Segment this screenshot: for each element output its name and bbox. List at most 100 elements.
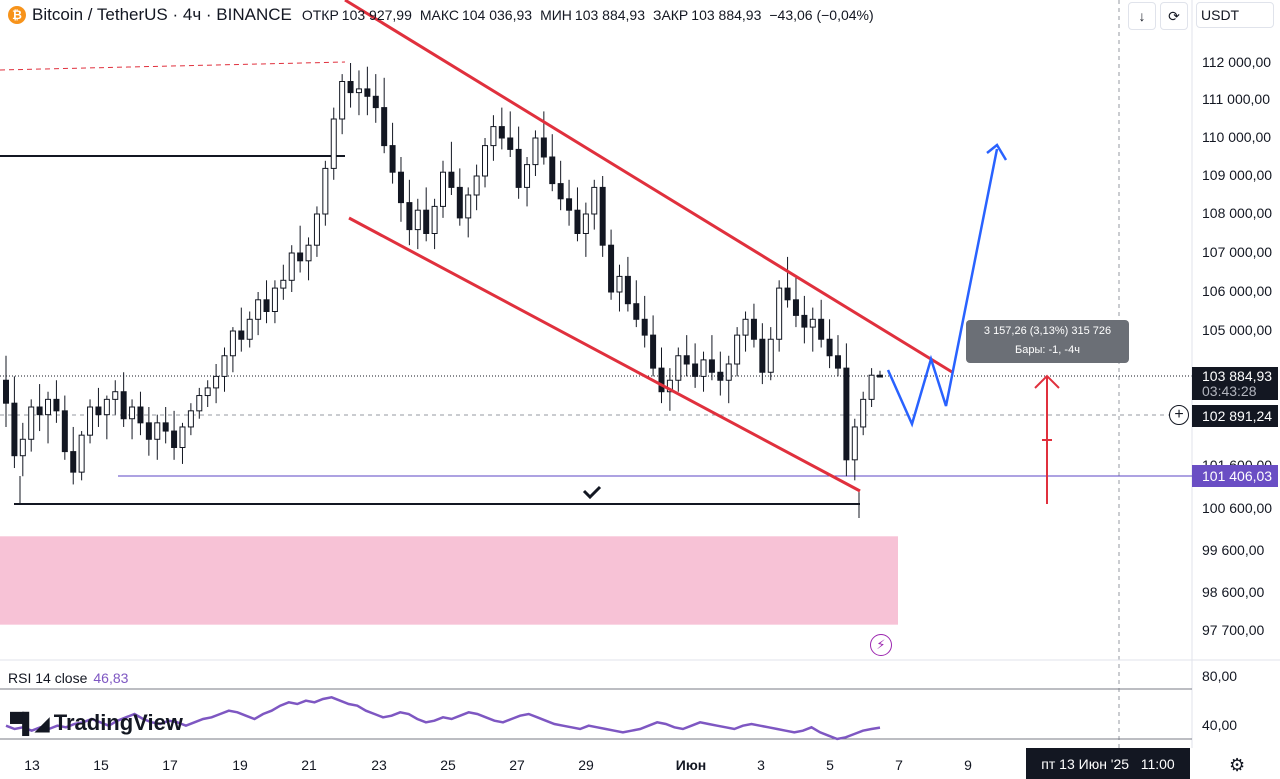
candle-body <box>355 88 362 94</box>
candle <box>322 160 329 226</box>
candle-body <box>389 145 396 173</box>
settings-gear-icon[interactable]: ⚙ <box>1229 755 1246 775</box>
demand-zone-rect <box>0 536 898 625</box>
candle <box>120 372 127 427</box>
candle-body <box>347 81 354 94</box>
candle <box>624 256 631 312</box>
candle <box>658 347 665 404</box>
measure-arrowhead <box>1034 374 1060 389</box>
candle-body <box>45 398 52 416</box>
candle-body <box>717 371 724 381</box>
candle <box>792 276 799 328</box>
candle <box>708 335 715 381</box>
time-axis-label: 29 <box>578 757 594 773</box>
candle <box>683 335 690 377</box>
candle-body <box>137 406 144 424</box>
candle <box>221 347 228 392</box>
candle <box>381 77 388 154</box>
candle-body <box>95 406 102 416</box>
candle <box>440 160 446 218</box>
channel-lower-line <box>348 216 861 493</box>
candle-body <box>397 171 404 204</box>
rsi-legend[interactable]: RSI 14 close 46,83 <box>8 670 129 686</box>
time-axis-label: 21 <box>301 757 317 773</box>
candle <box>305 237 312 281</box>
candle-body <box>540 137 547 158</box>
crosshair-price-tag: 102 891,24 <box>1192 405 1278 427</box>
candle <box>53 380 60 423</box>
candle <box>313 206 320 257</box>
candle-body <box>263 299 270 312</box>
candle-body <box>288 252 295 281</box>
candle <box>213 364 220 404</box>
candle-body <box>70 451 77 473</box>
candle-body <box>490 126 497 147</box>
candle <box>204 380 211 408</box>
low-value: МИН 103 884,93 <box>540 7 645 23</box>
candle <box>171 410 178 460</box>
candle-body <box>196 395 203 412</box>
candle-body <box>28 406 35 440</box>
candle-body <box>381 107 388 147</box>
candle-body <box>608 244 615 293</box>
candle-body <box>725 363 732 381</box>
candle-body <box>179 426 186 448</box>
candle-body <box>448 171 455 188</box>
candle <box>482 138 489 188</box>
tradingview-logo[interactable]: ▀▌◢ TradingView <box>10 710 183 735</box>
candle-body <box>255 299 262 320</box>
candle <box>95 387 102 427</box>
candle-body <box>792 299 799 316</box>
candle-body <box>229 330 236 357</box>
refresh-icon[interactable]: ⟳ <box>1160 2 1188 30</box>
candle-body <box>524 164 531 188</box>
candle-body <box>372 95 379 109</box>
lightning-icon[interactable]: ⚡ <box>870 634 892 656</box>
candle-body <box>624 275 631 305</box>
candle <box>187 403 194 436</box>
candle-body <box>154 422 161 440</box>
rsi-axis-40: 40,00 <box>1202 717 1238 733</box>
projection-arrowhead <box>986 143 1008 161</box>
candle-body <box>834 355 841 369</box>
candle <box>246 311 253 348</box>
candle-body <box>692 363 699 377</box>
candle-body <box>591 186 598 215</box>
rsi-axis-80: 80,00 <box>1202 668 1238 684</box>
candle-body <box>826 338 833 357</box>
candle-body <box>465 194 472 219</box>
candle <box>162 407 169 444</box>
candle-body <box>767 338 774 373</box>
candle-body <box>145 422 152 440</box>
candle-body <box>87 406 94 436</box>
candle-body <box>120 391 127 420</box>
candle <box>851 418 858 481</box>
candle-body <box>456 186 463 219</box>
candle <box>650 315 657 377</box>
add-alert-icon[interactable]: + <box>1169 405 1189 425</box>
candle-body <box>36 406 43 416</box>
candle-body <box>742 318 749 336</box>
price-axis-label: 112 000,00 <box>1202 54 1272 70</box>
open-value: ОТКР 103 927,99 <box>301 7 412 23</box>
time-axis-label: 17 <box>162 757 178 773</box>
candle <box>776 280 783 352</box>
candle-body <box>187 410 194 428</box>
symbol-title[interactable]: Bitcoin / TetherUS · 4ч · BINANCE <box>32 5 292 24</box>
candle-body <box>877 374 883 378</box>
time-axis-label: 13 <box>24 757 40 773</box>
candle <box>297 225 304 273</box>
candle-body <box>641 318 648 336</box>
currency-selector[interactable]: USDT <box>1196 2 1274 28</box>
candle-body <box>700 359 707 377</box>
candle <box>288 245 295 292</box>
price-axis-label: 110 000,00 <box>1202 129 1272 145</box>
candle-body <box>271 287 278 313</box>
candle-body <box>784 287 791 301</box>
candle-body <box>515 148 522 188</box>
candle <box>507 111 514 157</box>
time-axis-label: 15 <box>93 757 109 773</box>
arrow-down-icon[interactable]: ↓ <box>1128 2 1156 30</box>
candle-body <box>61 410 68 453</box>
